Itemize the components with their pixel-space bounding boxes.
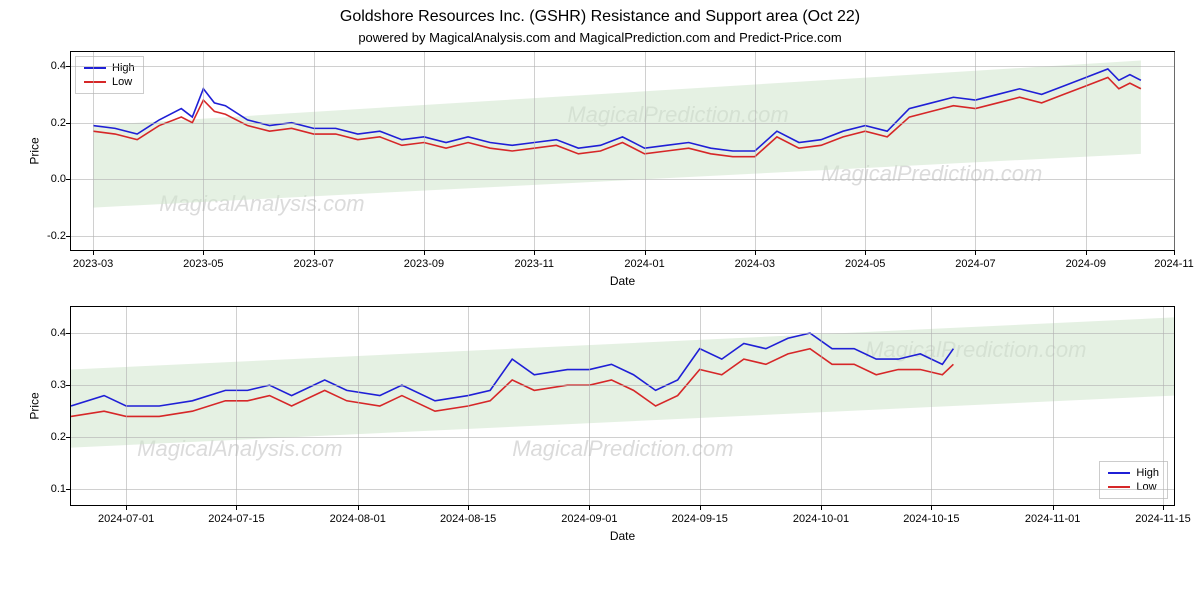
chart-svg-top [71, 52, 1174, 250]
ytick-label: 0.2 [26, 117, 66, 129]
chart-panel-bottom: Price Date High Low MagicalAnalysis.com … [70, 306, 1175, 506]
xlabel-top: Date [610, 274, 635, 288]
ytick-label: 0.4 [26, 60, 66, 72]
xtick-label: 2024-08-15 [440, 513, 496, 525]
xtick-label: 2024-01 [624, 258, 664, 270]
xtick-label: 2024-10-01 [793, 513, 849, 525]
ytick-label: 0.1 [26, 483, 66, 495]
xtick-label: 2024-05 [845, 258, 885, 270]
ytick-label: 0.3 [26, 379, 66, 391]
xtick-label: 2024-11-01 [1025, 513, 1080, 525]
xtick-label: 2024-07-01 [98, 513, 154, 525]
xtick-label: 2024-09-15 [672, 513, 728, 525]
xtick-label: 2024-11-15 [1135, 513, 1190, 525]
ylabel-top: Price [28, 137, 42, 164]
xtick-label: 2023-03 [73, 258, 113, 270]
figure: Goldshore Resources Inc. (GSHR) Resistan… [0, 0, 1200, 600]
ytick-label: 0.0 [26, 173, 66, 185]
ylabel-bottom: Price [28, 392, 42, 419]
ytick-label: 0.2 [26, 431, 66, 443]
ytick-label: 0.4 [26, 327, 66, 339]
chart-panel-top: Price Date High Low MagicalAnalysis.com … [70, 51, 1175, 251]
xtick-label: 2024-09-01 [561, 513, 617, 525]
xtick-label: 2024-10-15 [903, 513, 959, 525]
xtick-label: 2023-05 [183, 258, 223, 270]
xtick-label: 2023-09 [404, 258, 444, 270]
xtick-label: 2023-07 [293, 258, 333, 270]
ytick-label: -0.2 [26, 230, 66, 242]
chart-subtitle: powered by MagicalAnalysis.com and Magic… [0, 26, 1200, 51]
xtick-label: 2024-08-01 [330, 513, 386, 525]
chart-title: Goldshore Resources Inc. (GSHR) Resistan… [0, 0, 1200, 26]
xtick-label: 2024-09 [1066, 258, 1106, 270]
xtick-label: 2024-07-15 [208, 513, 264, 525]
xtick-label: 2024-03 [735, 258, 775, 270]
xtick-label: 2024-07 [955, 258, 995, 270]
xlabel-bottom: Date [610, 529, 635, 543]
xtick-label: 2024-11 [1154, 258, 1194, 270]
xtick-label: 2023-11 [514, 258, 554, 270]
